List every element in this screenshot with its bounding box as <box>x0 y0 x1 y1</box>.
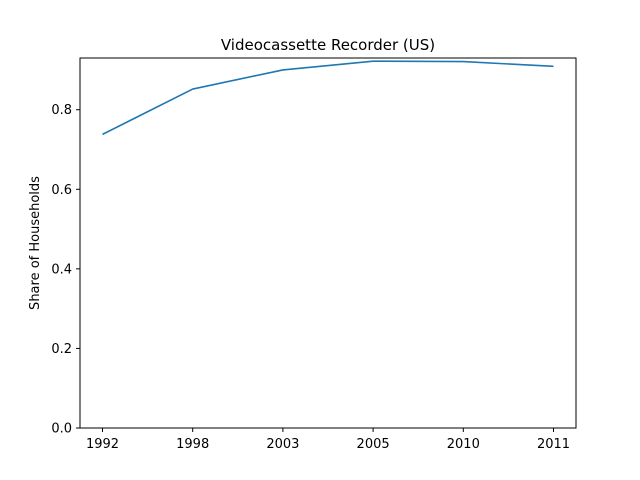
y-axis-ticks: 0.0 0.2 0.4 0.6 0.8 <box>51 103 80 437</box>
y-tick-label: 0.6 <box>51 183 72 198</box>
chart-title: Videocassette Recorder (US) <box>221 36 435 54</box>
plot-area <box>80 58 576 428</box>
x-tick-label: 2005 <box>357 437 390 452</box>
plot-frame <box>79 57 577 429</box>
series-line <box>102 60 554 136</box>
y-tick-label: 0.0 <box>51 422 72 437</box>
y-axis-label: Share of Households <box>28 176 43 310</box>
x-tick-label: 1992 <box>86 437 119 452</box>
y-tick-label: 0.2 <box>51 342 72 357</box>
series-layer <box>102 60 554 136</box>
x-tick-label: 2003 <box>266 437 299 452</box>
y-tick-label: 0.8 <box>51 103 72 118</box>
x-tick-label: 1998 <box>176 437 209 452</box>
y-tick-label: 0.4 <box>51 262 72 277</box>
x-tick-label: 2011 <box>537 437 570 452</box>
x-tick-label: 2010 <box>447 437 480 452</box>
x-axis-ticks: 1992 1998 2003 2005 2010 2011 <box>86 428 570 452</box>
